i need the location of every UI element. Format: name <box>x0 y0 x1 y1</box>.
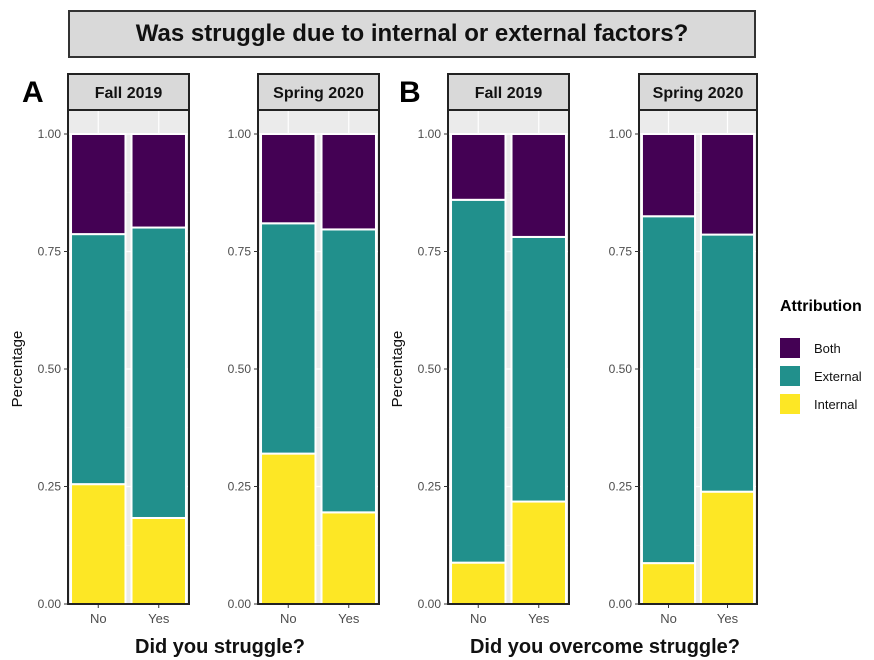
legend-swatch-external <box>780 366 800 386</box>
y-tick-label: 1.00 <box>38 127 62 141</box>
facet-strip <box>447 73 570 111</box>
facet-strip-label: Spring 2020 <box>653 85 744 102</box>
facet-panel: No Yes Spring 2020 0.00 0.25 0.50 0.75 1.00 <box>609 73 758 626</box>
legend-item-both: Both <box>780 334 874 362</box>
bar-segment-external <box>640 215 697 565</box>
bar-segment-both <box>260 133 317 225</box>
bar-segment-internal <box>640 562 697 605</box>
facet-strip <box>67 73 190 111</box>
bar-segment-internal <box>70 483 127 605</box>
y-tick-label: 0.50 <box>418 362 442 376</box>
bar-segment-internal <box>260 452 317 605</box>
x-axis-title-a: Did you struggle? <box>135 636 305 658</box>
y-tick-label: 1.00 <box>228 127 252 141</box>
legend-swatch-both <box>780 338 800 358</box>
y-tick-label: 0.75 <box>609 245 633 259</box>
legend-label-external: External <box>814 368 862 384</box>
legend-title: Attribution <box>780 298 862 315</box>
y-tick-label: 0.00 <box>418 597 442 611</box>
legend-label-both: Both <box>814 340 841 356</box>
bar-segment-both <box>510 133 567 238</box>
bar-segment-external <box>510 235 567 503</box>
facet-panel: No Yes Fall 2019 0.00 0.25 0.50 0.75 1.00 Percen… <box>389 73 570 626</box>
y-tick-label: 0.75 <box>38 245 62 259</box>
y-axis-title: Percentage <box>9 331 26 408</box>
facet-strip-label: Fall 2019 <box>95 85 163 102</box>
facet-strip-label: Fall 2019 <box>475 85 543 102</box>
bar-segment-external <box>70 233 127 486</box>
x-axis-title-b: Did you overcome struggle? <box>469 636 741 658</box>
legend-item-internal: Internal <box>780 390 874 418</box>
facet-strip <box>638 73 758 111</box>
legend-item-external: External <box>780 362 874 390</box>
y-tick-label: 1.00 <box>609 127 633 141</box>
bar-segment-external <box>260 222 317 455</box>
panel-letter-b: B <box>399 76 421 109</box>
facet-strip-label: Spring 2020 <box>273 85 364 102</box>
x-tick-label: Yes <box>528 611 550 626</box>
bar-segment-external <box>320 228 377 514</box>
y-tick-label: 0.25 <box>228 480 252 494</box>
x-tick-label: Yes <box>338 611 360 626</box>
x-tick-label: No <box>280 611 297 626</box>
y-tick-label: 0.75 <box>418 245 442 259</box>
figure-title: Was struggle due to internal or external… <box>68 10 756 58</box>
facet-strip <box>257 73 380 111</box>
bar-segment-internal <box>699 490 756 606</box>
bar-segment-external <box>450 198 507 564</box>
y-tick-label: 0.50 <box>609 362 633 376</box>
bar-segment-internal <box>320 511 377 605</box>
bar-segment-both <box>640 133 697 218</box>
bar-segment-both <box>699 133 756 236</box>
x-tick-label: Yes <box>717 611 739 626</box>
x-tick-label: No <box>90 611 107 626</box>
y-tick-label: 0.00 <box>228 597 252 611</box>
facet-panel: No Yes Spring 2020 0.00 0.25 0.50 0.75 1.00 <box>228 73 380 626</box>
legend: Attribution Both External Internal <box>780 298 874 418</box>
x-tick-label: No <box>470 611 487 626</box>
panel-letter-a: A <box>22 76 44 109</box>
bar-segment-internal <box>130 516 187 605</box>
facet-panel: No Yes Fall 2019 0.00 0.25 0.50 0.75 1.00 Percen… <box>9 73 190 626</box>
x-tick-label: Yes <box>148 611 170 626</box>
y-tick-label: 0.25 <box>609 480 633 494</box>
bar-segment-both <box>130 133 187 229</box>
y-tick-label: 0.00 <box>38 597 62 611</box>
y-tick-label: 0.75 <box>228 245 252 259</box>
bar-segment-both <box>70 133 127 236</box>
bar-segment-external <box>699 233 756 493</box>
legend-swatch-internal <box>780 394 800 414</box>
bar-segment-external <box>130 226 187 519</box>
y-tick-label: 1.00 <box>418 127 442 141</box>
y-tick-label: 0.00 <box>609 597 633 611</box>
y-axis-title: Percentage <box>389 331 406 408</box>
bar-segment-both <box>450 133 507 201</box>
bar-segment-both <box>320 133 377 231</box>
y-tick-label: 0.50 <box>228 362 252 376</box>
legend-label-internal: Internal <box>814 396 858 412</box>
y-tick-label: 0.50 <box>38 362 62 376</box>
y-tick-label: 0.25 <box>418 480 442 494</box>
x-tick-label: No <box>660 611 677 626</box>
y-tick-label: 0.25 <box>38 480 62 494</box>
bar-segment-internal <box>510 500 567 606</box>
bar-segment-internal <box>450 561 507 606</box>
